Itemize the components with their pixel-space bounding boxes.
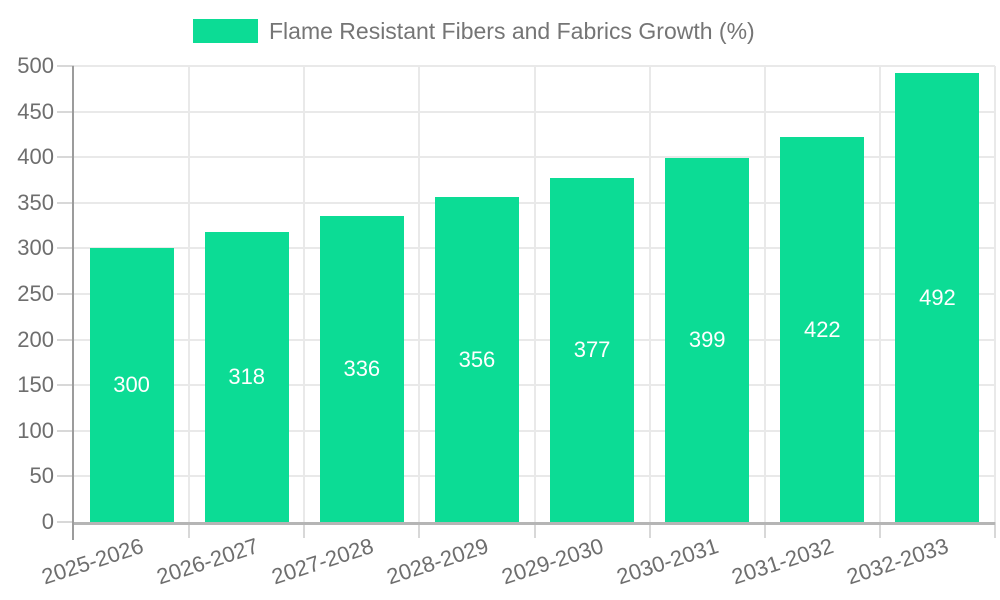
y-axis-label: 350	[17, 189, 54, 215]
v-gridline	[648, 66, 651, 522]
x-tick	[648, 522, 651, 538]
bar	[665, 158, 750, 522]
y-tick	[57, 338, 74, 341]
bar-value-label: 399	[688, 327, 726, 353]
y-axis-label: 200	[17, 326, 54, 352]
bar-value-label: 300	[113, 372, 150, 398]
y-tick	[57, 156, 74, 159]
y-tick	[57, 521, 74, 523]
y-tick	[57, 429, 74, 432]
v-gridline	[994, 66, 996, 522]
y-axis-label: 100	[17, 417, 54, 443]
x-tick	[303, 522, 306, 538]
bar	[895, 73, 980, 522]
bar-value-label: 318	[228, 363, 266, 389]
bar-value-label: 377	[573, 337, 611, 363]
y-tick	[57, 247, 74, 250]
y-tick	[57, 475, 74, 478]
bar	[204, 231, 289, 522]
y-axis-label: 500	[17, 53, 54, 78]
x-tick	[994, 522, 996, 538]
bar-value-label: 492	[919, 284, 956, 310]
bar	[434, 197, 519, 522]
x-tick	[878, 522, 881, 538]
legend-swatch-icon	[193, 19, 258, 43]
y-tick	[57, 65, 74, 67]
bar-value-label: 336	[343, 355, 381, 381]
bar	[89, 248, 174, 522]
bar	[319, 215, 404, 522]
y-axis-line	[72, 66, 74, 540]
y-tick	[57, 110, 74, 113]
y-axis-label: 300	[17, 235, 54, 261]
v-gridline	[533, 66, 536, 522]
x-tick	[533, 522, 536, 538]
y-axis-label: 0	[41, 509, 54, 534]
y-axis-label: 400	[17, 144, 54, 170]
y-tick	[57, 293, 74, 295]
y-axis-label: 150	[17, 372, 54, 398]
legend-label: Flame Resistant Fibers and Fabrics Growt…	[269, 18, 755, 44]
v-gridline	[763, 66, 766, 522]
y-axis-label: 250	[17, 281, 54, 306]
v-gridline	[303, 66, 306, 522]
x-axis-line	[72, 522, 995, 525]
bar	[780, 137, 865, 522]
x-tick	[763, 522, 766, 538]
x-tick	[418, 522, 421, 538]
v-gridline	[188, 66, 191, 522]
bar-value-label: 356	[458, 346, 496, 372]
bar-value-label: 422	[803, 316, 841, 342]
v-gridline	[418, 66, 421, 522]
v-gridline	[878, 66, 881, 522]
x-tick	[188, 522, 191, 538]
y-axis-label: 50	[29, 463, 54, 489]
y-tick	[57, 201, 74, 204]
y-axis-label: 450	[17, 98, 54, 124]
bar	[550, 178, 635, 522]
y-tick	[57, 384, 74, 387]
